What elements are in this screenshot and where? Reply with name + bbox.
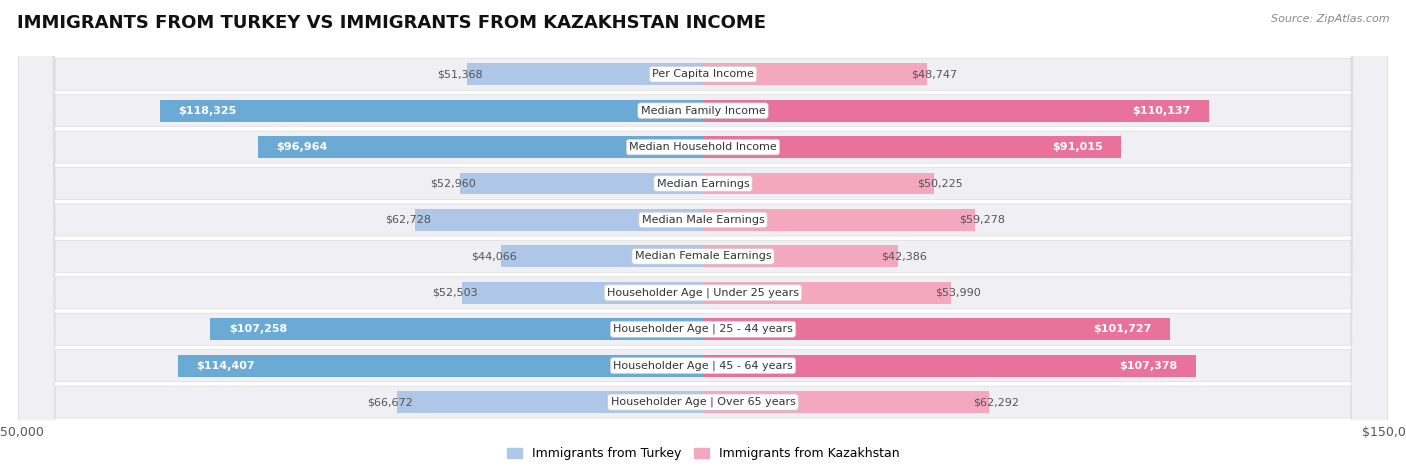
Bar bbox=[396, 391, 703, 413]
Bar bbox=[703, 209, 976, 231]
Text: Source: ZipAtlas.com: Source: ZipAtlas.com bbox=[1271, 14, 1389, 24]
Text: $50,225: $50,225 bbox=[918, 178, 963, 189]
Bar bbox=[415, 209, 703, 231]
Bar bbox=[703, 64, 927, 85]
Text: $66,672: $66,672 bbox=[367, 397, 413, 407]
Bar bbox=[501, 246, 703, 267]
Text: $59,278: $59,278 bbox=[959, 215, 1005, 225]
Text: $114,407: $114,407 bbox=[195, 361, 254, 371]
FancyBboxPatch shape bbox=[18, 0, 1388, 467]
FancyBboxPatch shape bbox=[18, 0, 1388, 467]
Bar bbox=[703, 282, 950, 304]
Text: Householder Age | 45 - 64 years: Householder Age | 45 - 64 years bbox=[613, 361, 793, 371]
FancyBboxPatch shape bbox=[18, 0, 1388, 467]
Text: Householder Age | Under 25 years: Householder Age | Under 25 years bbox=[607, 288, 799, 298]
Text: $96,964: $96,964 bbox=[276, 142, 328, 152]
Text: Median Female Earnings: Median Female Earnings bbox=[634, 251, 772, 262]
Text: $44,066: $44,066 bbox=[471, 251, 516, 262]
Bar bbox=[467, 64, 703, 85]
Text: $53,990: $53,990 bbox=[935, 288, 980, 298]
Text: Median Male Earnings: Median Male Earnings bbox=[641, 215, 765, 225]
Bar bbox=[703, 173, 934, 194]
Bar bbox=[460, 173, 703, 194]
Text: $107,378: $107,378 bbox=[1119, 361, 1178, 371]
FancyBboxPatch shape bbox=[18, 0, 1388, 467]
Text: Householder Age | 25 - 44 years: Householder Age | 25 - 44 years bbox=[613, 324, 793, 334]
FancyBboxPatch shape bbox=[18, 0, 1388, 467]
Text: $42,386: $42,386 bbox=[882, 251, 928, 262]
Bar bbox=[159, 100, 703, 121]
Text: $52,960: $52,960 bbox=[430, 178, 475, 189]
Text: Median Household Income: Median Household Income bbox=[628, 142, 778, 152]
Text: Householder Age | Over 65 years: Householder Age | Over 65 years bbox=[610, 397, 796, 407]
Bar bbox=[703, 246, 897, 267]
Bar bbox=[257, 136, 703, 158]
FancyBboxPatch shape bbox=[18, 0, 1388, 467]
Bar bbox=[177, 355, 703, 376]
Text: $91,015: $91,015 bbox=[1052, 142, 1102, 152]
Text: $62,728: $62,728 bbox=[385, 215, 432, 225]
Bar bbox=[211, 318, 703, 340]
Legend: Immigrants from Turkey, Immigrants from Kazakhstan: Immigrants from Turkey, Immigrants from … bbox=[502, 442, 904, 465]
Bar bbox=[703, 100, 1209, 121]
Text: Median Earnings: Median Earnings bbox=[657, 178, 749, 189]
Text: $101,727: $101,727 bbox=[1094, 324, 1152, 334]
Text: Per Capita Income: Per Capita Income bbox=[652, 69, 754, 79]
Text: $51,368: $51,368 bbox=[437, 69, 484, 79]
Text: $52,503: $52,503 bbox=[432, 288, 478, 298]
Bar bbox=[703, 355, 1197, 376]
Text: IMMIGRANTS FROM TURKEY VS IMMIGRANTS FROM KAZAKHSTAN INCOME: IMMIGRANTS FROM TURKEY VS IMMIGRANTS FRO… bbox=[17, 14, 766, 32]
Bar bbox=[703, 136, 1121, 158]
Text: Median Family Income: Median Family Income bbox=[641, 106, 765, 116]
Text: $48,747: $48,747 bbox=[911, 69, 957, 79]
Text: $62,292: $62,292 bbox=[973, 397, 1019, 407]
FancyBboxPatch shape bbox=[18, 0, 1388, 467]
Bar bbox=[703, 318, 1170, 340]
Text: $118,325: $118,325 bbox=[179, 106, 236, 116]
Bar bbox=[461, 282, 703, 304]
Text: $110,137: $110,137 bbox=[1132, 106, 1191, 116]
Bar bbox=[703, 391, 988, 413]
FancyBboxPatch shape bbox=[18, 0, 1388, 467]
FancyBboxPatch shape bbox=[18, 0, 1388, 467]
FancyBboxPatch shape bbox=[18, 0, 1388, 467]
Text: $107,258: $107,258 bbox=[229, 324, 287, 334]
